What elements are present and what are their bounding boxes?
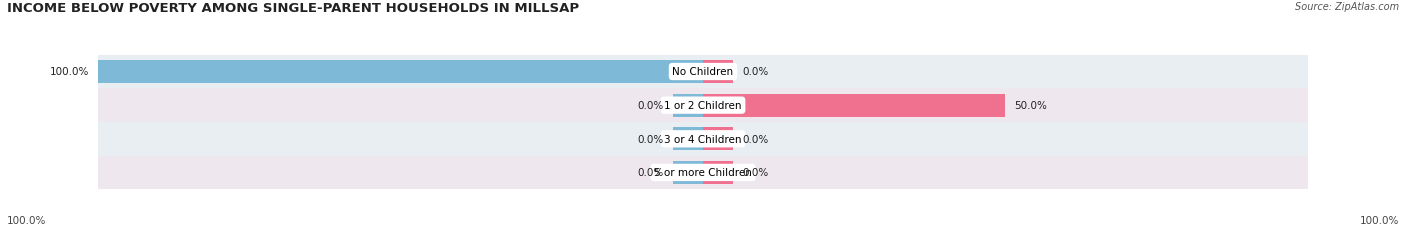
Text: 100.0%: 100.0% <box>1360 215 1399 225</box>
Bar <box>703 161 734 184</box>
Text: 3 or 4 Children: 3 or 4 Children <box>664 134 742 144</box>
Bar <box>98 156 1308 189</box>
Bar <box>98 55 1308 89</box>
Bar <box>703 128 734 151</box>
Text: 0.0%: 0.0% <box>637 134 664 144</box>
Text: 50.0%: 50.0% <box>1014 101 1047 111</box>
Text: 100.0%: 100.0% <box>51 67 90 77</box>
Text: 5 or more Children: 5 or more Children <box>654 168 752 178</box>
Text: 0.0%: 0.0% <box>637 168 664 178</box>
Text: Source: ZipAtlas.com: Source: ZipAtlas.com <box>1295 2 1399 12</box>
Text: 0.0%: 0.0% <box>637 101 664 111</box>
Bar <box>98 122 1308 156</box>
Bar <box>672 161 703 184</box>
Bar <box>703 61 734 84</box>
Text: 1 or 2 Children: 1 or 2 Children <box>664 101 742 111</box>
Bar <box>98 89 1308 122</box>
Bar <box>98 61 703 84</box>
Bar <box>672 128 703 151</box>
Text: INCOME BELOW POVERTY AMONG SINGLE-PARENT HOUSEHOLDS IN MILLSAP: INCOME BELOW POVERTY AMONG SINGLE-PARENT… <box>7 2 579 15</box>
Bar <box>672 94 703 117</box>
Bar <box>703 94 1005 117</box>
Text: 0.0%: 0.0% <box>742 67 769 77</box>
Text: No Children: No Children <box>672 67 734 77</box>
Text: 0.0%: 0.0% <box>742 134 769 144</box>
Text: 0.0%: 0.0% <box>742 168 769 178</box>
Text: 100.0%: 100.0% <box>7 215 46 225</box>
